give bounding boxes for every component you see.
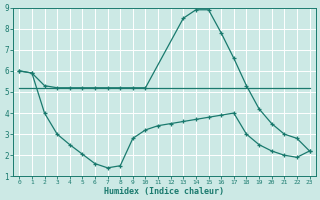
X-axis label: Humidex (Indice chaleur): Humidex (Indice chaleur) bbox=[104, 187, 224, 196]
